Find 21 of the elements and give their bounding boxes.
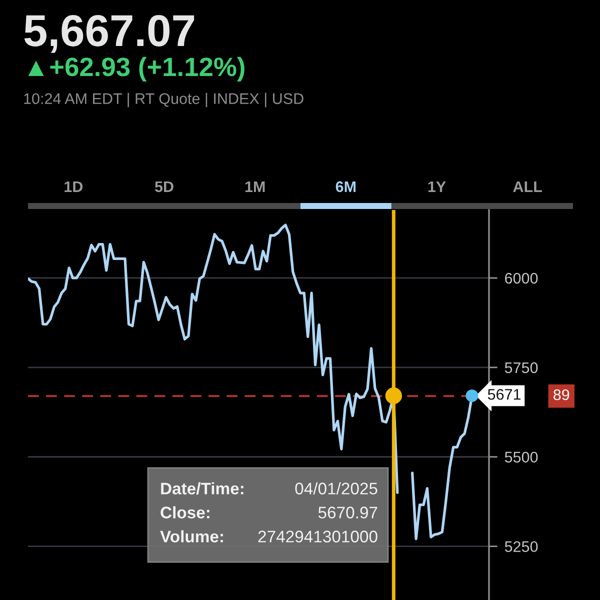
- y-tick-label: 5250: [504, 541, 538, 552]
- text: 1Y: [428, 181, 446, 192]
- chart-subtitle: ▲+62.93 (+1.12%): [28, 56, 244, 82]
- text: 5D: [154, 181, 174, 192]
- y-tick-label: 6000: [505, 272, 538, 284]
- text: 89: [554, 389, 570, 400]
- annotation: Close:: [160, 506, 210, 518]
- data-label: 5671: [488, 388, 521, 400]
- text: 10:24 AM EDT | RT Quote | INDEX | USD: [24, 92, 304, 108]
- y-tick-label: 5500: [504, 452, 538, 463]
- annotation: Date/Time:: [161, 482, 244, 495]
- annotation: Volume:: [160, 530, 223, 542]
- text: 1D: [64, 181, 83, 192]
- annotation: 2742941301000: [258, 530, 378, 542]
- y-tick-label: 5750: [504, 362, 538, 374]
- chart-title: 5,667.07: [24, 14, 194, 53]
- text: ALL: [513, 181, 542, 192]
- annotation: 5670.97: [318, 506, 378, 518]
- annotation: 04/01/2025: [295, 482, 378, 494]
- text: 6M: [336, 181, 356, 192]
- text: 1M: [245, 181, 265, 192]
